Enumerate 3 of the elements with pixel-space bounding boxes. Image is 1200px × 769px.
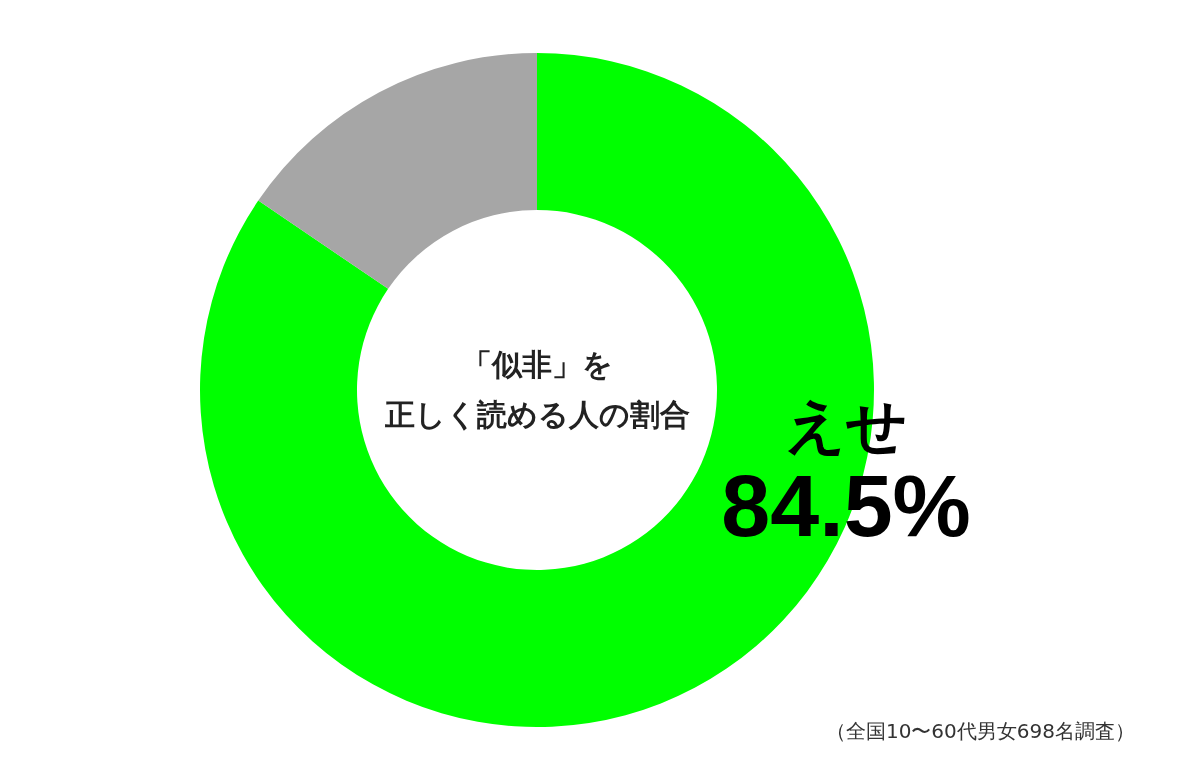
- text: 「似非」を正しく読める人の割合: [383, 347, 690, 432]
- donut-slice: [258, 53, 537, 289]
- text: （全国10〜60代男女698名調査）: [825, 719, 1135, 743]
